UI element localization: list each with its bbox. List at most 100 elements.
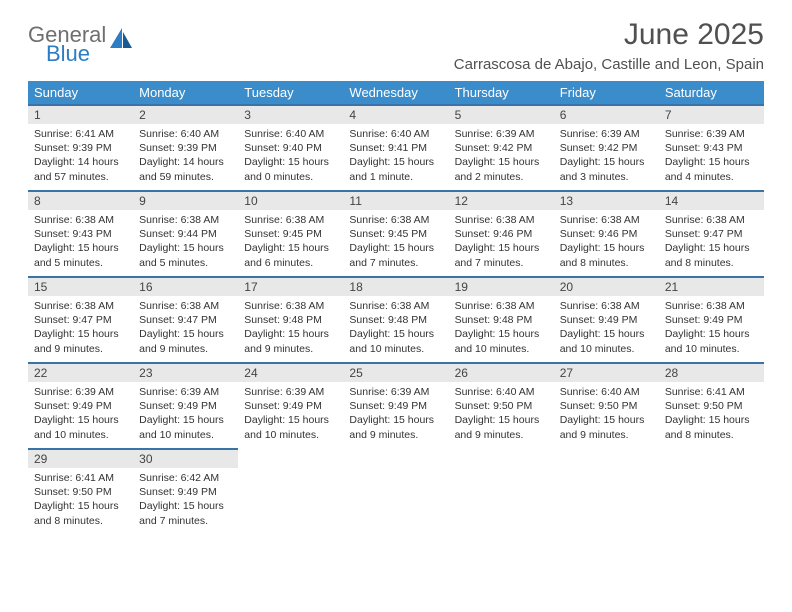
daylight-line: Daylight: 15 hours and 7 minutes. (139, 499, 232, 527)
sunset-line: Sunset: 9:45 PM (244, 227, 337, 241)
day-details: Sunrise: 6:38 AMSunset: 9:46 PMDaylight:… (554, 210, 659, 274)
day-details: Sunrise: 6:38 AMSunset: 9:48 PMDaylight:… (238, 296, 343, 360)
daylight-line: Daylight: 14 hours and 59 minutes. (139, 155, 232, 183)
day-details: Sunrise: 6:38 AMSunset: 9:46 PMDaylight:… (449, 210, 554, 274)
sunrise-line: Sunrise: 6:38 AM (139, 299, 232, 313)
day-details: Sunrise: 6:38 AMSunset: 9:49 PMDaylight:… (659, 296, 764, 360)
day-header-sunday: Sunday (28, 81, 133, 104)
day-header-saturday: Saturday (659, 81, 764, 104)
day-details: Sunrise: 6:39 AMSunset: 9:49 PMDaylight:… (238, 382, 343, 446)
sunset-line: Sunset: 9:40 PM (244, 141, 337, 155)
day-details: Sunrise: 6:38 AMSunset: 9:49 PMDaylight:… (554, 296, 659, 360)
sunset-line: Sunset: 9:45 PM (349, 227, 442, 241)
page-root: General Blue June 2025 Carrascosa de Aba… (0, 0, 792, 552)
calendar-body: 1Sunrise: 6:41 AMSunset: 9:39 PMDaylight… (28, 104, 764, 534)
sunset-line: Sunset: 9:48 PM (244, 313, 337, 327)
sunset-line: Sunset: 9:48 PM (349, 313, 442, 327)
day-number: 10 (238, 190, 343, 210)
daylight-line: Daylight: 15 hours and 9 minutes. (455, 413, 548, 441)
calendar-day-cell: 2Sunrise: 6:40 AMSunset: 9:39 PMDaylight… (133, 104, 238, 190)
calendar-day-cell: 10Sunrise: 6:38 AMSunset: 9:45 PMDayligh… (238, 190, 343, 276)
daylight-line: Daylight: 15 hours and 8 minutes. (34, 499, 127, 527)
daylight-line: Daylight: 15 hours and 10 minutes. (244, 413, 337, 441)
sunset-line: Sunset: 9:49 PM (139, 399, 232, 413)
calendar-day-cell (449, 448, 554, 534)
day-details: Sunrise: 6:39 AMSunset: 9:49 PMDaylight:… (133, 382, 238, 446)
daylight-line: Daylight: 15 hours and 9 minutes. (34, 327, 127, 355)
calendar-day-cell: 21Sunrise: 6:38 AMSunset: 9:49 PMDayligh… (659, 276, 764, 362)
calendar-day-cell: 14Sunrise: 6:38 AMSunset: 9:47 PMDayligh… (659, 190, 764, 276)
sunset-line: Sunset: 9:50 PM (560, 399, 653, 413)
calendar-day-cell (659, 448, 764, 534)
daylight-line: Daylight: 14 hours and 57 minutes. (34, 155, 127, 183)
day-details: Sunrise: 6:38 AMSunset: 9:44 PMDaylight:… (133, 210, 238, 274)
daylight-line: Daylight: 15 hours and 6 minutes. (244, 241, 337, 269)
sunset-line: Sunset: 9:50 PM (455, 399, 548, 413)
day-details: Sunrise: 6:39 AMSunset: 9:42 PMDaylight:… (449, 124, 554, 188)
sunset-line: Sunset: 9:47 PM (34, 313, 127, 327)
daylight-line: Daylight: 15 hours and 10 minutes. (560, 327, 653, 355)
sunrise-line: Sunrise: 6:38 AM (244, 299, 337, 313)
sunset-line: Sunset: 9:49 PM (244, 399, 337, 413)
daylight-line: Daylight: 15 hours and 7 minutes. (349, 241, 442, 269)
sunrise-line: Sunrise: 6:39 AM (34, 385, 127, 399)
sunrise-line: Sunrise: 6:38 AM (349, 213, 442, 227)
daylight-line: Daylight: 15 hours and 10 minutes. (34, 413, 127, 441)
calendar-week-row: 15Sunrise: 6:38 AMSunset: 9:47 PMDayligh… (28, 276, 764, 362)
sunset-line: Sunset: 9:48 PM (455, 313, 548, 327)
sunrise-line: Sunrise: 6:40 AM (560, 385, 653, 399)
day-header-monday: Monday (133, 81, 238, 104)
calendar-day-cell: 16Sunrise: 6:38 AMSunset: 9:47 PMDayligh… (133, 276, 238, 362)
sunset-line: Sunset: 9:46 PM (455, 227, 548, 241)
day-details: Sunrise: 6:38 AMSunset: 9:48 PMDaylight:… (343, 296, 448, 360)
day-number: 30 (133, 448, 238, 468)
day-details: Sunrise: 6:38 AMSunset: 9:48 PMDaylight:… (449, 296, 554, 360)
day-number: 6 (554, 104, 659, 124)
day-header-thursday: Thursday (449, 81, 554, 104)
daylight-line: Daylight: 15 hours and 9 minutes. (244, 327, 337, 355)
calendar-week-row: 1Sunrise: 6:41 AMSunset: 9:39 PMDaylight… (28, 104, 764, 190)
sunrise-line: Sunrise: 6:39 AM (665, 127, 758, 141)
location-text: Carrascosa de Abajo, Castille and Leon, … (454, 56, 764, 73)
day-details: Sunrise: 6:41 AMSunset: 9:50 PMDaylight:… (28, 468, 133, 532)
day-number: 7 (659, 104, 764, 124)
sunset-line: Sunset: 9:44 PM (139, 227, 232, 241)
daylight-line: Daylight: 15 hours and 3 minutes. (560, 155, 653, 183)
daylight-line: Daylight: 15 hours and 8 minutes. (665, 241, 758, 269)
calendar-day-cell: 22Sunrise: 6:39 AMSunset: 9:49 PMDayligh… (28, 362, 133, 448)
day-number: 27 (554, 362, 659, 382)
sunset-line: Sunset: 9:50 PM (665, 399, 758, 413)
calendar-day-cell: 12Sunrise: 6:38 AMSunset: 9:46 PMDayligh… (449, 190, 554, 276)
sunrise-line: Sunrise: 6:39 AM (244, 385, 337, 399)
sunrise-line: Sunrise: 6:40 AM (139, 127, 232, 141)
daylight-line: Daylight: 15 hours and 8 minutes. (560, 241, 653, 269)
day-number: 18 (343, 276, 448, 296)
daylight-line: Daylight: 15 hours and 10 minutes. (349, 327, 442, 355)
title-block: June 2025 Carrascosa de Abajo, Castille … (454, 18, 764, 79)
calendar-day-cell: 30Sunrise: 6:42 AMSunset: 9:49 PMDayligh… (133, 448, 238, 534)
day-details: Sunrise: 6:40 AMSunset: 9:50 PMDaylight:… (554, 382, 659, 446)
sunset-line: Sunset: 9:49 PM (560, 313, 653, 327)
sunset-line: Sunset: 9:49 PM (665, 313, 758, 327)
daylight-line: Daylight: 15 hours and 5 minutes. (34, 241, 127, 269)
sunrise-line: Sunrise: 6:38 AM (34, 299, 127, 313)
sunrise-line: Sunrise: 6:41 AM (665, 385, 758, 399)
sunrise-line: Sunrise: 6:41 AM (34, 471, 127, 485)
sunrise-line: Sunrise: 6:39 AM (349, 385, 442, 399)
day-number: 14 (659, 190, 764, 210)
day-header-friday: Friday (554, 81, 659, 104)
logo: General Blue (28, 18, 136, 65)
calendar-day-cell: 19Sunrise: 6:38 AMSunset: 9:48 PMDayligh… (449, 276, 554, 362)
sunset-line: Sunset: 9:46 PM (560, 227, 653, 241)
day-number: 3 (238, 104, 343, 124)
sunrise-line: Sunrise: 6:40 AM (455, 385, 548, 399)
day-details: Sunrise: 6:38 AMSunset: 9:47 PMDaylight:… (133, 296, 238, 360)
calendar-day-cell: 18Sunrise: 6:38 AMSunset: 9:48 PMDayligh… (343, 276, 448, 362)
sunrise-line: Sunrise: 6:39 AM (139, 385, 232, 399)
calendar-day-cell: 4Sunrise: 6:40 AMSunset: 9:41 PMDaylight… (343, 104, 448, 190)
day-details: Sunrise: 6:38 AMSunset: 9:47 PMDaylight:… (28, 296, 133, 360)
sunset-line: Sunset: 9:42 PM (560, 141, 653, 155)
day-number: 5 (449, 104, 554, 124)
calendar-week-row: 22Sunrise: 6:39 AMSunset: 9:49 PMDayligh… (28, 362, 764, 448)
calendar-day-cell: 28Sunrise: 6:41 AMSunset: 9:50 PMDayligh… (659, 362, 764, 448)
